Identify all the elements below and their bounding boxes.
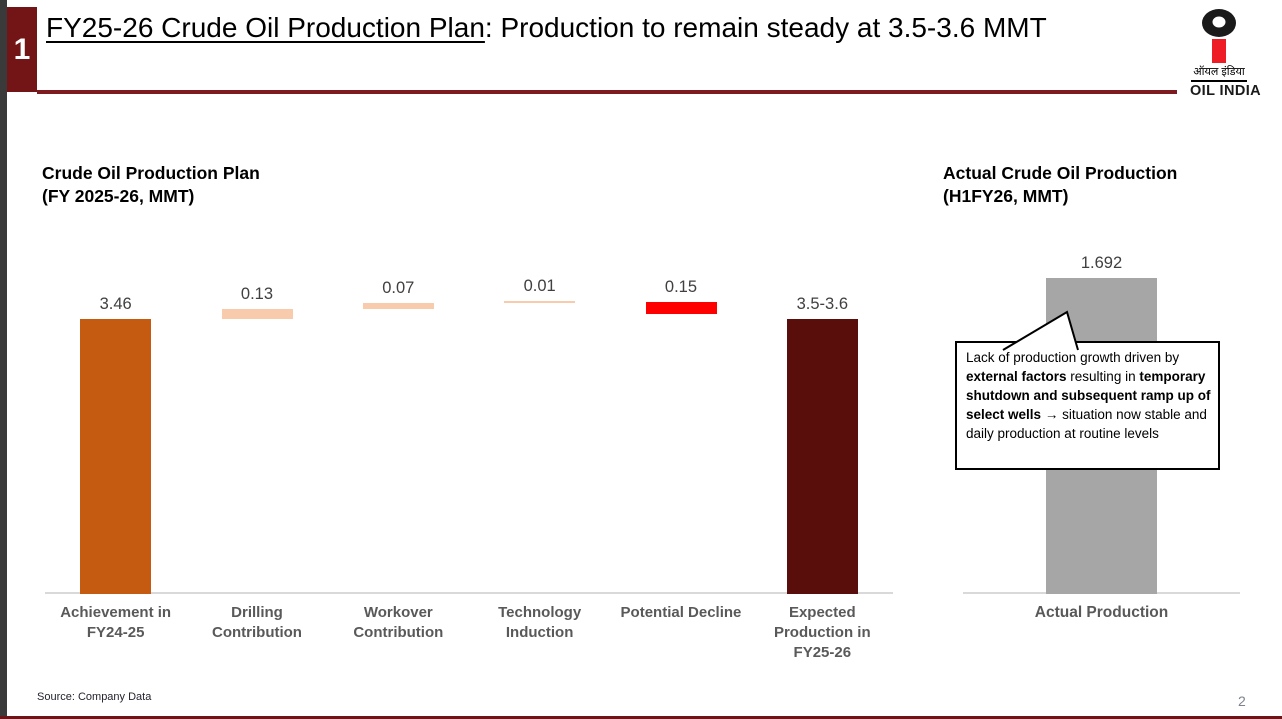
callout-text-run: temporary shutdown and subsequent ramp u… bbox=[966, 369, 1211, 422]
waterfall-bar bbox=[362, 303, 434, 309]
callout-text-run: Lack of production growth driven by bbox=[966, 350, 1180, 365]
page-title-rest: : Production to remain steady at 3.5-3.6… bbox=[484, 12, 1047, 43]
category-label: Workover Contribution bbox=[353, 604, 444, 641]
bar-value-label: 3.46 bbox=[99, 294, 132, 313]
category-label: Achievement in FY24-25 bbox=[60, 604, 172, 641]
callout-text-run: resulting in bbox=[1066, 369, 1140, 384]
bottom-accent-line bbox=[0, 716, 1282, 719]
category-label: Actual Production bbox=[1034, 604, 1169, 621]
category-label: Expected Production in FY25-26 bbox=[773, 604, 871, 661]
waterfall-bar bbox=[80, 318, 152, 594]
left-chart-title-line1: Crude Oil Production Plan bbox=[42, 163, 260, 183]
logo-hindi-text: ऑयल इंडिया bbox=[1193, 66, 1245, 78]
waterfall-bar bbox=[645, 302, 717, 315]
logo-brand-text: OIL INDIA bbox=[1190, 83, 1262, 99]
page-title: FY25-26 Crude Oil Production Plan: Produ… bbox=[46, 10, 1148, 46]
waterfall-bar bbox=[504, 300, 576, 304]
left-x-axis bbox=[45, 592, 893, 594]
callout-text-run: → situation now stable and daily product… bbox=[966, 407, 1207, 441]
left-chart-title: Crude Oil Production Plan (FY 2025-26, M… bbox=[42, 162, 260, 208]
logo-divider bbox=[1191, 80, 1247, 82]
left-chart-title-line2: (FY 2025-26, MMT) bbox=[42, 186, 195, 206]
bar-value-label: 3.5-3.6 bbox=[796, 294, 848, 313]
waterfall-chart: 3.46 0.13 0.07 0.01 0.15 3.5-3.6 bbox=[45, 230, 893, 594]
bar-value-label: 0.01 bbox=[523, 276, 556, 295]
callout-pointer bbox=[1002, 310, 1079, 351]
category-label: Technology Induction bbox=[498, 604, 582, 641]
oil-india-logo: ऑयल इंडिया OIL INDIA bbox=[1190, 8, 1262, 99]
oil-india-logo-icon bbox=[1202, 9, 1236, 63]
category-label: Potential Decline bbox=[620, 604, 742, 621]
left-edge-strip bbox=[0, 0, 7, 719]
callout-text-run: external factors bbox=[966, 369, 1067, 384]
bar-value-label: 1.692 bbox=[1080, 253, 1123, 272]
callout-box: Lack of production growth driven by exte… bbox=[955, 341, 1220, 470]
bar-value-label: 0.13 bbox=[240, 284, 274, 303]
bar-value-label: 0.07 bbox=[382, 279, 415, 298]
actual-production-category-labels: Actual Production bbox=[963, 603, 1240, 623]
slide-number-badge: 1 bbox=[7, 7, 37, 92]
right-chart-title-line2: (H1FY26, MMT) bbox=[943, 186, 1069, 206]
page-number: 2 bbox=[1238, 693, 1246, 709]
waterfall-bar bbox=[786, 318, 858, 594]
waterfall-category-labels: Achievement in FY24-25 Drilling Contribut… bbox=[45, 603, 893, 663]
source-note: Source: Company Data bbox=[37, 691, 152, 703]
bar-value-label: 0.15 bbox=[664, 278, 698, 297]
right-chart-title-line1: Actual Crude Oil Production bbox=[943, 163, 1178, 183]
page-title-underlined: FY25-26 Crude Oil Production Plan bbox=[46, 12, 485, 43]
waterfall-bar bbox=[221, 308, 293, 319]
category-label: Drilling Contribution bbox=[212, 604, 302, 641]
header-divider bbox=[37, 90, 1177, 94]
right-chart-title: Actual Crude Oil Production (H1FY26, MMT… bbox=[943, 162, 1177, 208]
